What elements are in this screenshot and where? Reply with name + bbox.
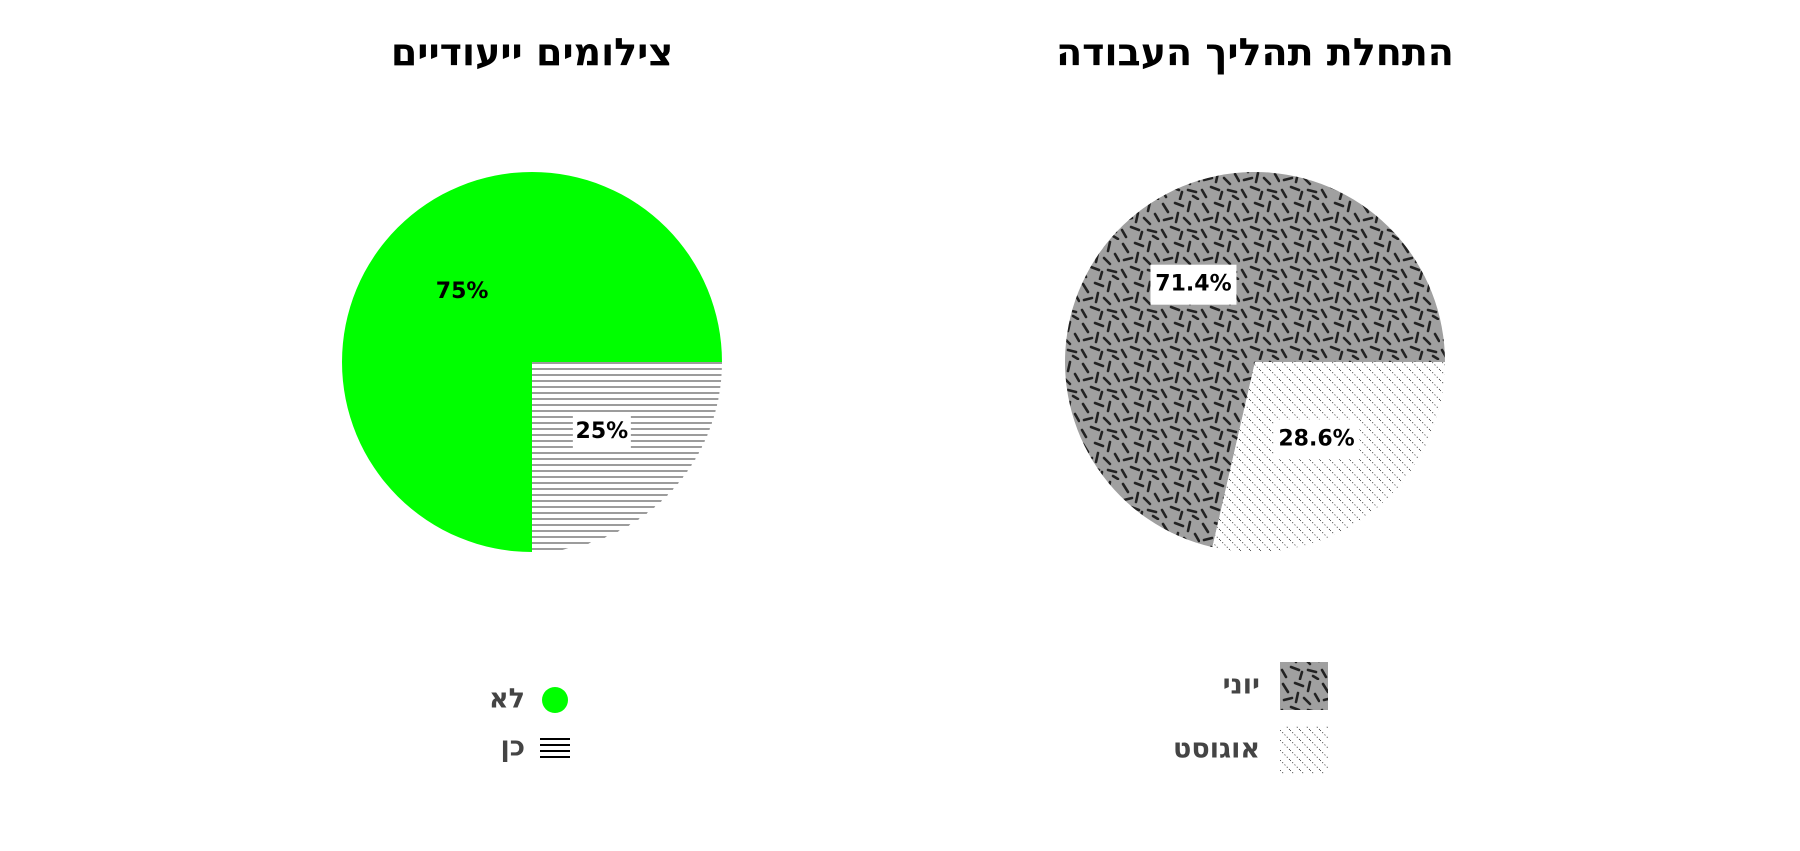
legend-label: כן [500, 732, 525, 763]
chart-title: התחלת תהליך העבודה [1056, 31, 1454, 75]
pie-chart: צילומים ייעודיים 75% לא 25% כן [342, 31, 722, 763]
charts: צילומים ייעודיים 75% לא 25% כן התחלת תהליך הע… [342, 31, 1454, 774]
legend-marker [542, 687, 568, 713]
pie-slice [532, 362, 722, 552]
label-box [572, 411, 631, 452]
legend-label: אוגוסט [1173, 734, 1260, 765]
legend-marker [1280, 726, 1328, 774]
pie-chart: התחלת תהליך העבודה 71.4% יוני 28.6% אוגוסט [1056, 31, 1454, 774]
value-label: 25% [576, 419, 629, 444]
chart-title: צילומים ייעודיים [391, 31, 673, 75]
legend-label: יוני [1223, 670, 1260, 701]
label-box [1273, 419, 1360, 460]
value-label: 75% [436, 279, 489, 304]
value-label: 28.6% [1278, 426, 1354, 451]
legend-marker [1280, 662, 1328, 710]
label-box [1150, 264, 1237, 305]
legend-label: לא [489, 684, 525, 715]
value-label: 71.4% [1155, 272, 1231, 297]
